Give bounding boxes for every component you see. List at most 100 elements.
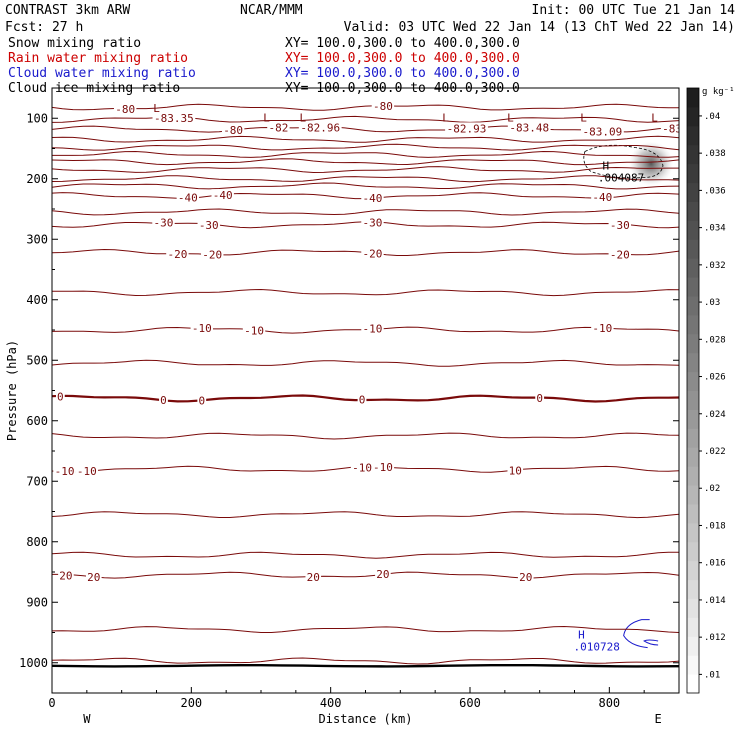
contour-label: 20 [519,571,532,584]
colorbar-tick-label: .028 [704,335,726,345]
colorbar-tick-label: .01 [704,670,720,680]
colorbar-swatch [687,541,699,562]
contour-label-bg [357,393,367,406]
temperature-contour [52,103,679,111]
x-tick-label: 800 [598,696,620,710]
colorbar-tick-label: .032 [704,261,726,271]
temperature-contour [52,166,679,174]
colorbar-tick-label: .022 [704,447,726,457]
contour-label-bg [591,191,614,204]
contour-label-bg [608,248,631,261]
colorbar-swatch [687,163,699,184]
low-marker: L [580,111,587,124]
contour-label: -30 [363,217,383,230]
contour-label: 20 [59,569,72,582]
colorbar-swatch [687,428,699,448]
temperature-contour [52,135,679,143]
plot-area: -80 -80 -83.35 -80 -82 -82.96 -82.93 -83.48 -83.… [52,99,679,668]
contour-label: -20 [202,249,222,262]
contour-label: 20 [307,571,320,584]
x-tick-label: 600 [459,696,481,710]
contour-label-bg [152,216,175,229]
contour-label-bg [211,189,234,202]
colorbar-tick-label: .024 [704,410,726,420]
contour-label: -10 [352,461,372,474]
contour-label: -40 [363,192,383,205]
low-marker: L [651,111,658,124]
field-rain-xy: XY= 100.0,300.0 to 400.0,300.0 [285,51,520,66]
contour-label: -20 [610,249,630,262]
contour-label-bg [361,322,384,335]
contour-label-bg [166,248,189,261]
west-label: W [83,712,91,726]
colorbar-swatch [687,503,699,524]
contour-label: 0 [359,394,366,407]
colorbar-swatch [687,182,699,202]
colorbar-frame [686,87,700,694]
contour-label-bg [221,124,245,137]
ice-mixing-ratio-contour [583,144,664,179]
temperature-contour [52,571,679,579]
colorbar-swatch [687,409,699,429]
contour-label: -80 [115,103,135,116]
contour-label: -10 [363,323,383,336]
contour-label: -83.09 [582,125,622,138]
contour-label-bg [75,465,99,478]
temperature-contour [52,125,679,133]
high-marker: H [603,160,610,173]
temperature-contour [52,551,679,559]
temperature-contour [52,158,679,166]
colorbar-tick-label: .03 [704,298,720,308]
colorbar-swatch [687,579,699,599]
contour-label: -20 [363,248,383,261]
contour-label: -10 [55,465,75,478]
contour-label-bg [361,191,384,204]
contour-label: 0 [198,394,205,407]
extremum-value: .004087 [598,172,644,185]
x-tick-label: 400 [320,696,342,710]
plot-frame [51,87,680,694]
colorbar-tick-label: .016 [704,559,726,569]
contour-label: -30 [610,219,630,232]
temperature-contour [52,625,679,633]
temperature-contour [52,175,679,183]
header-valid: Valid: 03 UTC Wed 22 Jan 14 (13 ChT Wed … [344,20,735,35]
colorbar-tick-label: .026 [704,373,726,383]
contour-label: -82 [268,121,288,134]
colorbar-swatch [687,258,699,278]
contour-label-bg [113,103,137,116]
colorbar-swatch [687,277,699,297]
contour-label-bg [152,111,196,124]
contour-label-bg [660,122,679,135]
temperature-contour [52,143,679,151]
contour-label-bg [361,216,384,229]
colorbar-tick-label: .034 [704,224,726,234]
ice-maximum-shading [629,141,674,186]
field-snow-xy: XY= 100.0,300.0 to 400.0,300.0 [285,36,520,51]
contour-label: -20 [167,248,187,261]
contour-label-bg [58,569,74,582]
colorbar-swatch [687,522,699,543]
contour-label-bg [176,191,200,204]
low-marker: L [507,111,514,124]
contour-label: -82.93 [447,122,487,135]
contour-label-bg [445,122,488,135]
header-org: NCAR/MMM [240,3,303,18]
contour-label: 0 [160,394,167,407]
colorbar-tick-label: .02 [704,484,720,494]
colorbar-swatch [687,106,699,127]
colorbar-swatch [687,617,699,637]
low-marker: L [442,111,449,124]
temperature-contour [52,288,679,297]
contour-label-bg [350,461,374,474]
contour-label: -10 [77,465,97,478]
temperature-contour [52,657,679,665]
y-tick-label: 800 [26,535,48,549]
header-init: Init: 00 UTC Tue 21 Jan 14 [532,3,736,18]
field-cloudwater-name: Cloud water mixing ratio [8,66,196,81]
contour-label-bg [86,570,102,583]
terrain-line [52,664,679,668]
low-marker: L [299,111,306,124]
